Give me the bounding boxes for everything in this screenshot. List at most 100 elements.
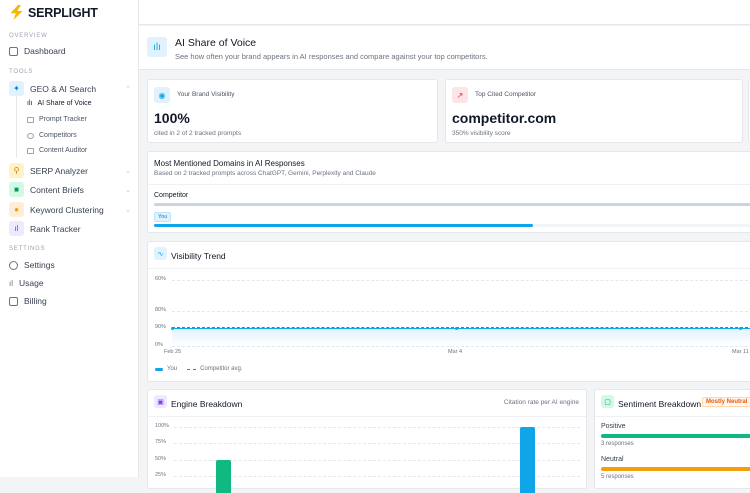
- sidebar-item-rank-tracker[interactable]: ıl Rank Tracker: [9, 221, 131, 236]
- sidebar-item-geo[interactable]: ✦ GEO & AI Search ⌃: [9, 81, 131, 96]
- sentiment-count: 3 responses: [601, 441, 634, 447]
- sidebar-item-usage[interactable]: ıl Usage: [9, 278, 44, 288]
- logo[interactable]: SERPLIGHT: [9, 5, 98, 20]
- sidebar-item-content-briefs[interactable]: ■ Content Briefs ⌄: [9, 182, 131, 197]
- label: Competitors: [39, 132, 77, 139]
- label: Billing: [24, 296, 47, 306]
- kpi-value: 100%: [154, 110, 190, 126]
- cluster-icon: ●: [9, 202, 24, 217]
- gear-icon: [9, 260, 18, 270]
- message-icon: ▢: [601, 395, 614, 408]
- gridline: [174, 443, 580, 444]
- page-title: AI Share of Voice: [175, 37, 257, 49]
- y-tick-label: 50%: [155, 456, 167, 462]
- sentiment-label: Positive: [601, 423, 626, 430]
- sidebar-subitem-content-auditor[interactable]: Content Auditor: [27, 147, 87, 154]
- section-label: OVERVIEW: [9, 33, 48, 39]
- data-point: [170, 327, 174, 330]
- x-tick-label: Mar 4: [448, 349, 463, 355]
- y-tick-label: 0%: [155, 342, 163, 348]
- bar-chart-icon: ılı: [147, 37, 167, 57]
- chevron-down-icon: ⌄: [125, 167, 131, 175]
- label: Keyword Clustering: [30, 204, 104, 215]
- you-bar-track: [154, 224, 750, 227]
- legend-swatch-competitor: [187, 368, 197, 370]
- label: Settings: [24, 260, 55, 270]
- sentiment-badge: Mostly Neutral: [702, 397, 750, 407]
- eye-icon: ◉: [154, 87, 170, 103]
- kpi-card-partial: [748, 79, 750, 143]
- engine-breakdown-card: ▣ Engine Breakdown Citation rate per AI …: [147, 389, 587, 493]
- top-bar: [139, 0, 750, 25]
- y-tick-label: 25%: [155, 472, 167, 478]
- document-icon: ■: [9, 182, 24, 197]
- sidebar-item-keyword-clustering[interactable]: ● Keyword Clustering ⌄: [9, 202, 131, 217]
- kpi-value: competitor.com: [452, 110, 557, 126]
- bolt-icon: [10, 5, 23, 20]
- label: AI Share of Voice: [37, 100, 92, 107]
- card-title: Visibility Trend: [171, 251, 226, 261]
- label: Usage: [19, 278, 44, 288]
- sentiment-label: Neutral: [601, 456, 624, 463]
- bar-chart-icon: ıl: [9, 221, 24, 236]
- y-tick-label: 75%: [155, 439, 167, 445]
- kpi-label: Top Cited Competitor: [475, 91, 537, 98]
- series-line-competitor: [172, 326, 750, 328]
- neutral-bar: [601, 467, 750, 471]
- domain-label: Competitor: [154, 192, 189, 199]
- chevron-up-icon: ⌃: [125, 85, 131, 93]
- y-tick-label: 90%: [155, 324, 167, 330]
- sentiment-count: 5 responses: [601, 474, 634, 480]
- you-badge: You: [154, 212, 172, 222]
- usage-icon: ıl: [9, 278, 13, 288]
- label: Content Auditor: [39, 147, 88, 154]
- label: GEO & AI Search: [30, 83, 97, 94]
- message-icon: [27, 116, 34, 123]
- cpu-icon: ▣: [154, 395, 167, 408]
- series-line-you: [172, 328, 750, 329]
- sidebar-subitem-ai-share-of-voice[interactable]: ılı AI Share of Voice: [27, 100, 92, 107]
- sidebar-item-serp-analyzer[interactable]: ⚲ SERP Analyzer ⌄: [9, 163, 131, 178]
- kpi-sub: 350% visibility score: [452, 130, 511, 137]
- label: Content Briefs: [30, 184, 84, 195]
- competitor-bar: [154, 203, 750, 206]
- legend-label: You: [167, 366, 178, 372]
- sidebar-subitem-competitors[interactable]: Competitors: [27, 132, 77, 139]
- grid-icon: [9, 46, 18, 56]
- label: Rank Tracker: [30, 223, 81, 234]
- sidebar: SERPLIGHT OVERVIEW Dashboard TOOLS ✦ GEO …: [0, 0, 139, 477]
- gridline: [172, 280, 750, 281]
- y-tick-label: 60%: [155, 276, 167, 282]
- trending-up-icon: ↗: [452, 87, 468, 103]
- page-subtitle: See how often your brand appears in AI r…: [175, 52, 488, 61]
- sidebar-subitem-prompt-tracker[interactable]: Prompt Tracker: [27, 116, 87, 123]
- chevron-down-icon: ⌄: [125, 206, 131, 214]
- users-icon: [27, 132, 34, 139]
- card-subtitle: Citation rate per AI engine: [503, 399, 579, 406]
- label: Dashboard: [24, 46, 66, 56]
- bar: [520, 427, 535, 493]
- gridline: [172, 346, 750, 347]
- sparkle-icon: ✦: [9, 81, 24, 96]
- sidebar-item-dashboard[interactable]: Dashboard: [9, 46, 66, 56]
- sidebar-item-billing[interactable]: Billing: [9, 296, 47, 306]
- positive-bar: [601, 434, 750, 438]
- x-tick-label: Mar 11: [732, 349, 749, 355]
- kpi-sub: cited in 2 of 2 tracked prompts: [154, 130, 242, 137]
- chevron-down-icon: ⌄: [125, 186, 131, 194]
- card-title: Engine Breakdown: [171, 399, 243, 409]
- kpi-brand-visibility: ◉ Your Brand Visibility 100% cited in 2 …: [147, 79, 438, 143]
- label: Prompt Tracker: [39, 116, 87, 123]
- brand-name: SERPLIGHT: [28, 5, 98, 20]
- card-title: Sentiment Breakdown: [618, 399, 702, 409]
- sidebar-item-settings[interactable]: Settings: [9, 260, 55, 270]
- label: SERP Analyzer: [30, 165, 88, 176]
- x-tick-label: Feb 25: [164, 349, 182, 355]
- section-label: TOOLS: [9, 69, 34, 75]
- card-subtitle: Based on 2 tracked prompts across ChatGP…: [154, 170, 376, 177]
- data-point: [454, 327, 458, 330]
- most-mentioned-domains-card: Most Mentioned Domains in AI Responses B…: [147, 151, 750, 233]
- credit-card-icon: [9, 296, 18, 306]
- you-bar-fill: [154, 224, 534, 227]
- bar-chart-icon: ılı: [27, 100, 33, 107]
